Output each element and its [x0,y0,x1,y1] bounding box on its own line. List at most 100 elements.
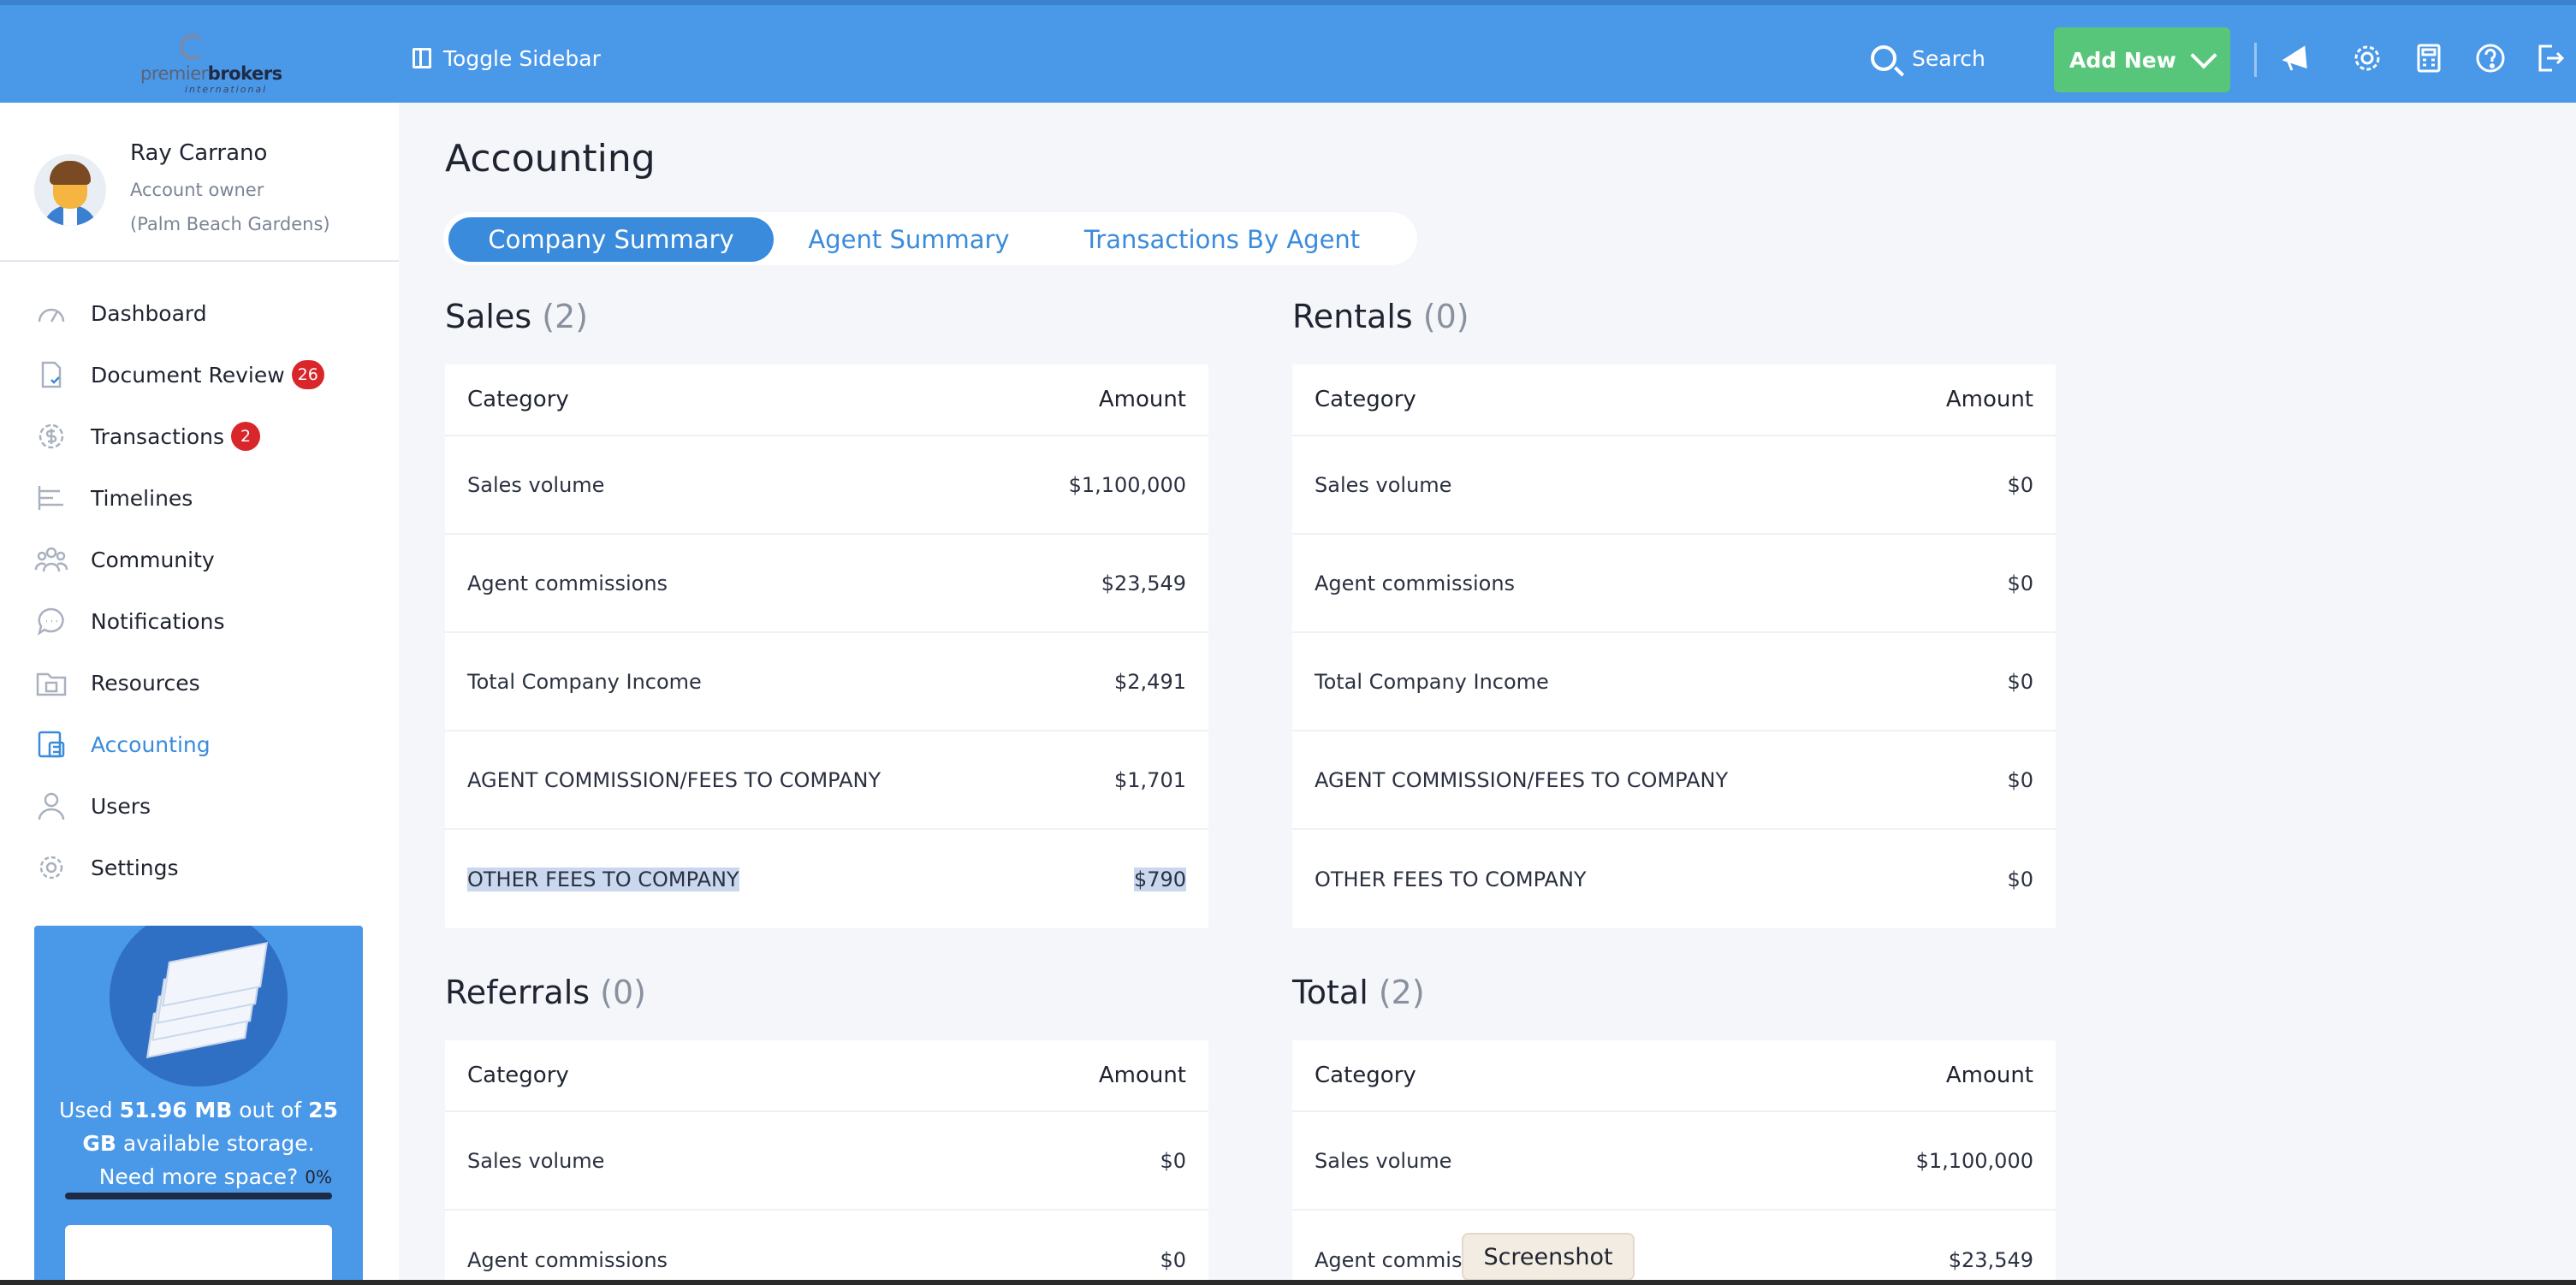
table-row: OTHER FEES TO COMPANY $790 [467,867,1186,891]
speedometer-icon [34,298,68,329]
sidebar-item-label: Document Review [91,362,285,388]
tab-company-summary[interactable]: Company Summary [448,217,774,262]
user-profile[interactable]: Ray Carrano Account owner (Palm Beach Ga… [0,103,399,262]
search-icon [1871,45,1896,71]
chevron-down-icon [2190,42,2217,69]
sidebar-item-users[interactable]: Users [0,775,399,837]
total-section-title: Total (2) [1292,974,1425,1011]
document-review-badge: 26 [291,360,324,389]
sidebar-item-label: Resources [91,670,200,696]
sidebar-item-notifications[interactable]: Notifications [0,590,399,652]
profile-location: (Palm Beach Gardens) [130,214,330,234]
add-new-label: Add New [2069,47,2176,73]
table-row: Agent commissions $0 [467,1247,1186,1272]
logo-wordmark: premierbrokers [140,63,282,84]
table-row: Agent commissions $0 [1292,535,2056,633]
table-row: OTHER FEES TO COMPANY $0 [1315,867,2033,891]
sidebar-item-settings[interactable]: Settings [0,837,399,898]
column-category: Category [1315,387,1416,412]
table-row: AGENT COMMISSION/FEES TO COMPANY $0 [1292,731,2056,830]
logo-ring-icon [180,34,205,60]
storage-usage-text: Used 51.96 MB out of 25 GB available sto… [59,1098,338,1189]
table-row: Agent commissions $23,549 [445,535,1208,633]
top-bar: premierbrokers international Toggle Side… [0,0,2576,103]
sidebar-item-label: Dashboard [91,300,207,326]
sidebar-item-label: Transactions [91,423,225,449]
sidebar-item-community[interactable]: Community [0,529,399,590]
sidebar-item-document-review[interactable]: Document Review 26 [0,344,399,406]
megaphone-icon[interactable] [2278,41,2312,75]
column-category: Category [467,387,569,412]
toggle-sidebar-label: Toggle Sidebar [443,45,601,71]
table-header: Category Amount [1292,364,2056,436]
search-label: Search [1912,45,1985,71]
sidebar-item-resources[interactable]: Resources [0,652,399,714]
people-icon [34,544,68,575]
user-icon [34,791,68,821]
upgrade-storage-button[interactable] [65,1225,332,1285]
help-icon[interactable] [2473,41,2508,75]
gear-icon[interactable] [2350,41,2384,75]
toggle-sidebar-button[interactable]: Toggle Sidebar [413,41,601,75]
rentals-table: Category Amount Sales volume $0 Agent com… [1292,364,2056,928]
storage-widget: Used 51.96 MB out of 25 GB available sto… [34,926,363,1285]
sidebar-item-transactions[interactable]: Transactions 2 [0,406,399,467]
window-bottom-edge [0,1280,2576,1285]
profile-name: Ray Carrano [130,140,268,166]
dollar-circle-icon [34,421,68,452]
table-row: Agent commissions $23,549 [1315,1247,2033,1272]
company-logo[interactable]: premierbrokers international [135,34,282,95]
sidebar-item-label: Settings [91,855,179,880]
sidebar-item-timelines[interactable]: Timelines [0,467,399,529]
calculator-icon[interactable] [2412,41,2446,75]
total-table: Category Amount Sales volume $1,100,000 A… [1292,1040,2056,1285]
table-row: Sales volume $1,100,000 [1292,1112,2056,1211]
sidebar-nav: Dashboard Document Review 26 Transaction… [0,282,399,898]
column-amount: Amount [1098,1063,1186,1088]
rentals-section-title: Rentals (0) [1292,298,1469,335]
calculator-icon [34,729,68,760]
storage-progress-bar [65,1193,332,1199]
table-header: Category Amount [445,364,1208,436]
column-amount: Amount [1945,1063,2033,1088]
sidebar-item-label: Notifications [91,608,225,634]
referrals-section-title: Referrals (0) [445,974,646,1011]
add-new-button[interactable]: Add New [2054,27,2230,92]
sidebar-icon [413,48,431,68]
search-button[interactable]: Search [1871,39,1985,77]
storage-percent: 0% [305,1167,332,1187]
table-row: Sales volume $0 [445,1112,1208,1211]
sidebar-item-label: Community [91,547,215,572]
table-row: Total Company Income $0 [1292,633,2056,731]
sidebar-item-accounting[interactable]: Accounting [0,714,399,775]
document-check-icon [34,359,68,390]
sidebar-item-label: Accounting [91,731,211,757]
table-row: Sales volume $1,100,000 [445,436,1208,535]
sidebar-item-dashboard[interactable]: Dashboard [0,282,399,344]
timeline-icon [34,483,68,513]
sidebar-item-label: Timelines [91,485,193,511]
accounting-tabs: Company Summary Agent Summary Transactio… [443,212,1417,265]
sales-section-title: Sales (2) [445,298,589,335]
table-header: Category Amount [445,1040,1208,1112]
logo-subtitle: international [185,84,268,95]
table-row: AGENT COMMISSION/FEES TO COMPANY $1,701 [445,731,1208,830]
table-header: Category Amount [1292,1040,2056,1112]
sidebar-item-label: Users [91,793,151,819]
avatar [34,154,106,226]
page-title: Accounting [445,137,656,181]
sidebar: Ray Carrano Account owner (Palm Beach Ga… [0,103,399,1285]
column-amount: Amount [1945,387,2033,412]
folder-icon [34,667,68,698]
column-category: Category [1315,1063,1416,1088]
logout-icon[interactable] [2533,41,2567,75]
table-row: Sales volume $0 [1292,436,2056,535]
profile-role: Account owner [130,180,264,200]
tab-transactions-by-agent[interactable]: Transactions By Agent [1083,225,1361,254]
table-row: Total Company Income $2,491 [445,633,1208,731]
toolbar-divider [2254,43,2257,77]
tab-agent-summary[interactable]: Agent Summary [808,225,1010,254]
chat-bubble-icon [34,606,68,637]
storage-illustration-icon [110,926,288,1087]
column-amount: Amount [1098,387,1186,412]
